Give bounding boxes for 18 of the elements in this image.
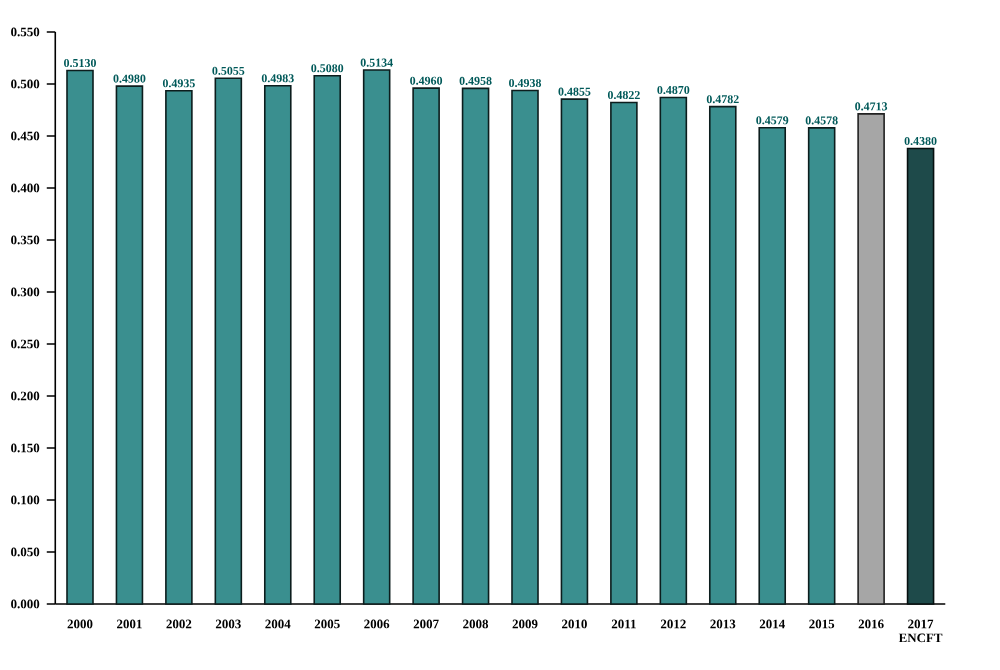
bar bbox=[165, 89, 193, 605]
bar bbox=[313, 74, 342, 605]
bar bbox=[758, 126, 787, 605]
bar bbox=[511, 89, 539, 605]
bar bbox=[906, 147, 935, 605]
bar bbox=[115, 85, 144, 605]
bar bbox=[412, 87, 440, 605]
bar bbox=[66, 69, 94, 605]
bar bbox=[610, 101, 638, 605]
bar bbox=[708, 105, 737, 605]
bar bbox=[263, 84, 292, 605]
bar bbox=[659, 96, 688, 605]
bar bbox=[214, 77, 243, 605]
bar bbox=[857, 113, 885, 605]
bar bbox=[461, 87, 490, 605]
bar bbox=[362, 69, 391, 605]
bar bbox=[560, 98, 589, 605]
bar bbox=[807, 127, 836, 605]
